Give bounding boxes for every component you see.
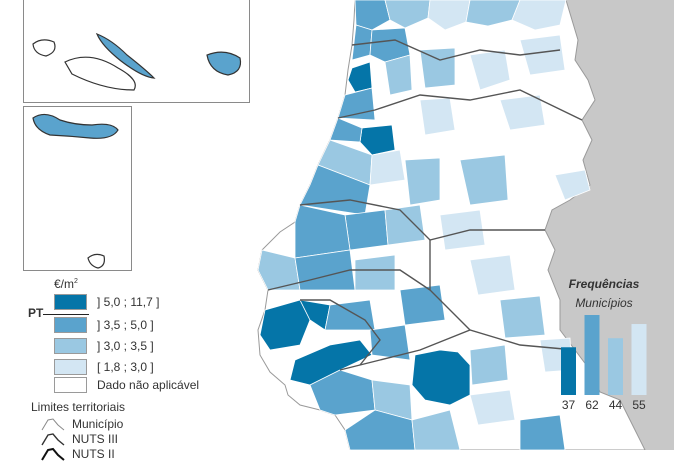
- frequency-value-2: 62: [585, 398, 599, 412]
- municipality-patches: [257, 0, 591, 451]
- frequency-chart: Frequências Municípios 37 62 44 55: [548, 274, 660, 424]
- frequency-bar-2: [584, 315, 600, 395]
- frequency-bar-3: [608, 338, 623, 395]
- frequency-bars-svg: 37 62 44 55: [561, 315, 647, 412]
- legend-swatch-1: [54, 294, 87, 310]
- frequency-subtitle: Municípios: [575, 296, 633, 310]
- limit-nuts2: NUTS II: [41, 446, 241, 462]
- limit-municipio: Município: [41, 416, 241, 432]
- limit-label-nuts2: NUTS II: [72, 447, 115, 461]
- frequency-title: Frequências: [568, 277, 640, 291]
- municipio-line-icon: [41, 418, 65, 431]
- legend-pt-line: [43, 314, 89, 315]
- legend-class-4: [ 1,8 ; 3,0 ]: [54, 359, 274, 377]
- legend-unit-text: €/m: [54, 277, 75, 291]
- legend-swatch-4: [54, 359, 87, 375]
- limit-label-municipio: Município: [72, 417, 124, 431]
- legend-label-2: ] 3,5 ; 5,0 ]: [97, 318, 154, 332]
- legend-class-1: ] 5,0 ; 11,7 ]: [54, 294, 274, 312]
- limit-label-nuts3: NUTS III: [72, 432, 119, 446]
- madeira-islands: [32, 113, 119, 269]
- legend-swatch-3: [54, 338, 87, 354]
- limits-title: Limites territoriais: [31, 400, 126, 414]
- legend-pt-label: PT: [28, 306, 44, 320]
- limit-nuts3: NUTS III: [41, 431, 241, 447]
- legend-swatch-2: [54, 317, 87, 333]
- nuts3-line-icon: [41, 433, 65, 446]
- azores-inset-frame: [23, 0, 250, 103]
- legend-class-3: ] 3,0 ; 3,5 ]: [54, 338, 274, 356]
- nuts2-line-icon: [41, 447, 65, 461]
- frequency-bar-4: [631, 324, 647, 395]
- map-legend: €/m2 PT ] 5,0 ; 11,7 ] ] 3,5 ; 5,0 ] ] 3…: [28, 274, 268, 461]
- legend-unit-sup: 2: [74, 278, 78, 285]
- legend-label-na: Dado não aplicável: [97, 378, 200, 392]
- legend-label-4: [ 1,8 ; 3,0 ]: [97, 360, 154, 374]
- legend-swatch-na: [54, 377, 87, 393]
- frequency-value-4: 55: [632, 398, 646, 412]
- frequency-value-3: 44: [609, 398, 623, 412]
- frequency-bar-1: [561, 347, 576, 395]
- legend-unit: €/m2: [54, 277, 78, 291]
- legend-label-3: ] 3,0 ; 3,5 ]: [97, 339, 154, 353]
- azores-islands: [32, 32, 242, 91]
- legend-class-2: ] 3,5 ; 5,0 ]: [54, 317, 274, 335]
- inset-islands-svg: [32, 32, 242, 269]
- nuts-borders: [267, 39, 583, 371]
- choropleth-map: [23, 0, 674, 451]
- frequency-value-1: 37: [562, 398, 576, 412]
- legend-label-1: ] 5,0 ; 11,7 ]: [97, 295, 160, 309]
- legend-class-na: Dado não aplicável: [54, 377, 274, 395]
